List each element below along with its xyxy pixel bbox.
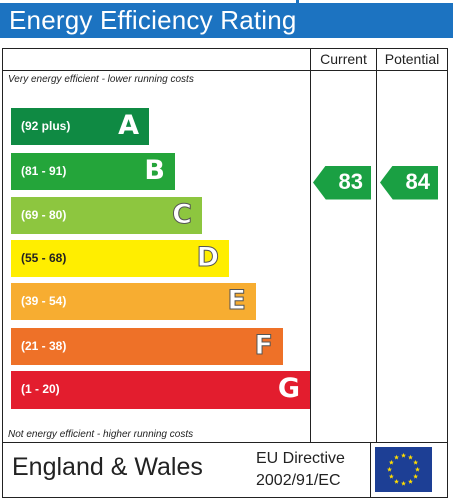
band-range-label: (92 plus) — [21, 119, 71, 133]
footer-directive-line2: 2002/91/EC — [256, 472, 341, 489]
potential-column-divider — [376, 48, 377, 442]
rating-band-e: (39 - 54) E — [11, 283, 256, 320]
band-letter: D — [196, 242, 219, 274]
header-divider — [2, 70, 448, 71]
rating-band-c: (69 - 80) C — [11, 197, 202, 234]
band-letter: G — [277, 373, 300, 404]
band-letter: C — [172, 199, 193, 231]
eu-star-icon — [394, 454, 399, 460]
rating-band-f: (21 - 38) F — [11, 328, 283, 365]
bottom-note: Not energy efficient - higher running co… — [8, 429, 194, 440]
footer-country: England & Wales — [12, 453, 203, 481]
eu-star-icon — [413, 459, 419, 465]
eu-star-icon — [394, 479, 399, 484]
top-dot-decoration — [296, 0, 299, 3]
rating-frame — [2, 48, 448, 498]
rating-band-b: (81 - 91) B — [11, 153, 175, 190]
band-range-label: (39 - 54) — [21, 294, 67, 308]
eu-star-icon — [401, 452, 406, 458]
band-range-label: (1 - 20) — [21, 382, 60, 396]
band-letter: F — [254, 330, 273, 362]
eu-star-icon — [387, 466, 392, 472]
eu-star-icon — [408, 479, 413, 484]
band-range-label: (21 - 38) — [21, 339, 67, 353]
eu-star-icon — [388, 459, 394, 465]
eu-flag-icon — [375, 447, 432, 492]
current-rating-pointer: 83 — [313, 165, 371, 200]
eu-star-icon — [388, 473, 394, 479]
band-range-label: (81 - 91) — [21, 164, 67, 178]
eu-star-icon — [408, 454, 413, 460]
band-range-label: (55 - 68) — [21, 251, 67, 265]
band-letter: A — [118, 110, 139, 141]
rating-band-g: (1 - 20) G — [11, 371, 310, 409]
band-letter: B — [144, 155, 165, 186]
potential-rating-value: 84 — [405, 168, 430, 194]
rating-band-a: (92 plus) A — [11, 108, 149, 145]
current-rating-value: 83 — [338, 168, 363, 194]
flag-divider — [370, 442, 371, 498]
potential-rating-pointer: 84 — [380, 165, 438, 200]
band-range-label: (69 - 80) — [21, 208, 67, 222]
band-letter: E — [227, 285, 246, 317]
top-note: Very energy efficient - lower running co… — [8, 74, 194, 85]
page-title: Energy Efficiency Rating — [9, 5, 297, 35]
current-column-divider — [310, 48, 311, 442]
title-bar: Energy Efficiency Rating — [0, 3, 453, 38]
potential-column-header: Potential — [384, 51, 440, 67]
eu-star-icon — [415, 466, 420, 472]
eu-star-icon — [401, 480, 406, 486]
eu-star-icon — [413, 473, 419, 479]
current-column-header: Current — [320, 51, 367, 67]
rating-band-d: (55 - 68) D — [11, 240, 229, 277]
footer-divider — [2, 442, 448, 443]
footer-directive-line1: EU Directive — [256, 450, 345, 467]
